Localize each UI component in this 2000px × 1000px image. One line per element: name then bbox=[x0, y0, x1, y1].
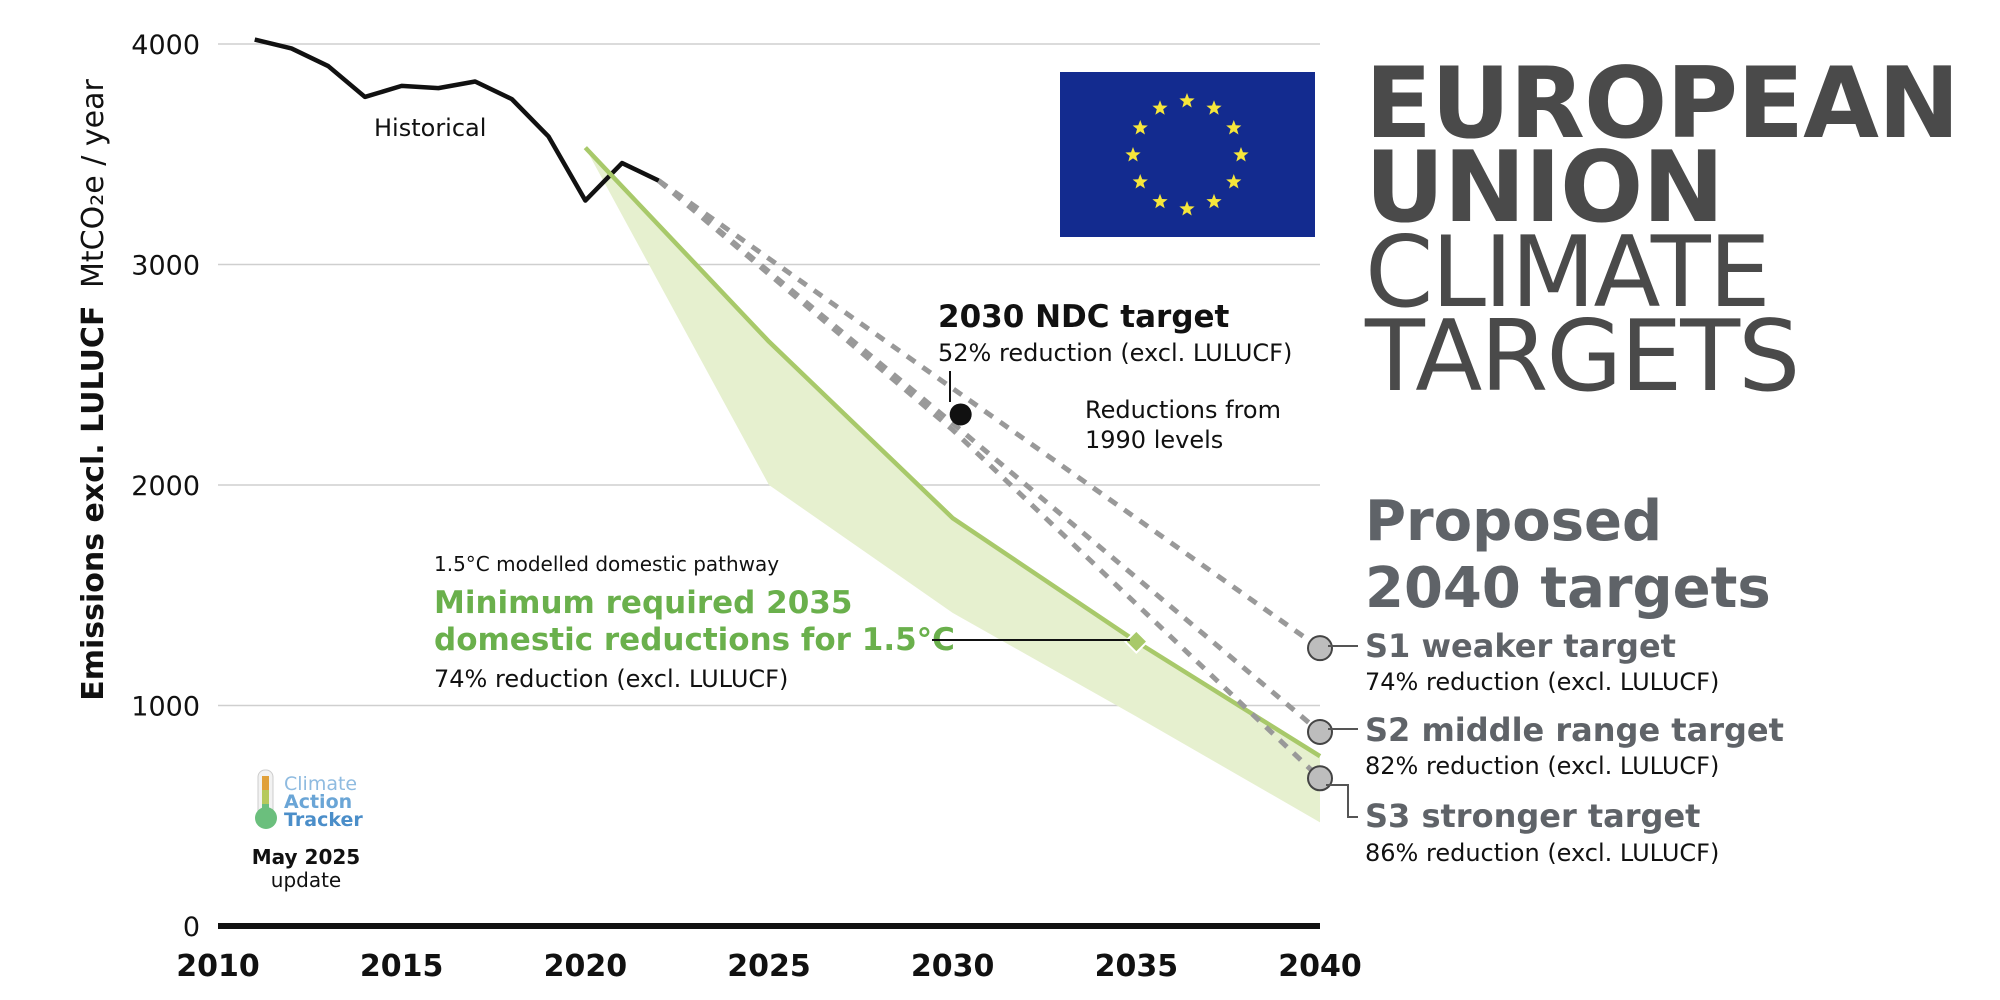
title-line3: CLIMATE bbox=[1365, 215, 1771, 330]
pathway-label: 1.5°C modelled domestic pathway bbox=[434, 552, 779, 576]
historical-label: Historical bbox=[374, 114, 486, 142]
star-icon bbox=[1152, 100, 1168, 115]
s2-target-line bbox=[657, 178, 1322, 734]
x-tick-label: 2040 bbox=[1278, 949, 1362, 984]
historical-line bbox=[254, 37, 660, 203]
ndc-target-point bbox=[949, 403, 972, 426]
s2-subtitle: 82% reduction (excl. LULUCF) bbox=[1365, 752, 1719, 780]
pathway-line bbox=[583, 146, 1322, 759]
thermometer-icon bbox=[255, 769, 277, 829]
ndc-title: 2030 NDC target bbox=[938, 299, 1230, 335]
ndc-subtitle: 52% reduction (excl. LULUCF) bbox=[938, 339, 1292, 367]
star-icon bbox=[1132, 174, 1148, 189]
y-tick-label: 0 bbox=[183, 912, 200, 943]
proposed-line1: Proposed bbox=[1365, 489, 1663, 554]
star-icon bbox=[1226, 120, 1242, 135]
y-tick-label: 1000 bbox=[131, 692, 200, 723]
title-line2: UNION bbox=[1365, 131, 1724, 246]
minimum-2035-point bbox=[1123, 629, 1149, 654]
x-tick-label: 2035 bbox=[1095, 949, 1179, 984]
climate-action-tracker-logo: Climate Action Tracker May 2025 update bbox=[252, 769, 363, 892]
reductions-note-line1: Reductions from bbox=[1085, 396, 1281, 424]
s2-target-point bbox=[1307, 718, 1333, 745]
logo-line3: Tracker bbox=[284, 809, 363, 831]
s3-target-point bbox=[1307, 765, 1333, 792]
y-tick-label: 2000 bbox=[131, 471, 200, 502]
eu-flag-icon bbox=[1060, 72, 1315, 237]
logo-update: update bbox=[271, 868, 341, 892]
s1-subtitle: 74% reduction (excl. LULUCF) bbox=[1365, 668, 1719, 696]
star-icon bbox=[1233, 147, 1249, 162]
x-tick-label: 2020 bbox=[544, 949, 628, 984]
s1-target-line bbox=[657, 178, 1322, 651]
star-icon bbox=[1206, 100, 1222, 115]
s1-title: S1 weaker target bbox=[1365, 627, 1676, 665]
x-tick-label: 2010 bbox=[176, 949, 260, 984]
star-icon bbox=[1179, 201, 1195, 216]
y-tick-label: 4000 bbox=[131, 30, 200, 61]
title-line1: EUROPEAN bbox=[1365, 47, 1960, 161]
logo-date: May 2025 bbox=[252, 845, 360, 869]
star-icon bbox=[1226, 174, 1242, 189]
y-tick-label: 3000 bbox=[131, 251, 200, 282]
s3-subtitle: 86% reduction (excl. LULUCF) bbox=[1365, 839, 1719, 867]
s1-target-point bbox=[1307, 635, 1333, 662]
x-tick-label: 2030 bbox=[911, 949, 995, 984]
x-tick-label: 2015 bbox=[360, 949, 444, 984]
star-icon bbox=[1132, 120, 1148, 135]
s3-target-line bbox=[657, 178, 1322, 781]
minimum-label-line1: Minimum required 2035 bbox=[434, 585, 852, 621]
reductions-note-line2: 1990 levels bbox=[1085, 426, 1223, 454]
minimum-subtitle: 74% reduction (excl. LULUCF) bbox=[434, 665, 788, 693]
page-title: EUROPEAN UNION CLIMATE TARGETS bbox=[1365, 47, 1960, 414]
logo-line1: Climate bbox=[284, 773, 357, 795]
s3-title: S3 stronger target bbox=[1365, 797, 1700, 835]
star-icon bbox=[1206, 193, 1222, 209]
logo-line2: Action bbox=[284, 791, 352, 813]
star-icon bbox=[1125, 147, 1141, 162]
s2-title: S2 middle range target bbox=[1365, 711, 1784, 749]
y-axis-label-bold: Emissions excl. LULUCF bbox=[76, 306, 111, 701]
minimum-label-line2: domestic reductions for 1.5°C bbox=[434, 622, 955, 658]
title-line4: TARGETS bbox=[1365, 299, 1800, 414]
star-icon bbox=[1179, 93, 1195, 108]
star-icon bbox=[1152, 193, 1168, 209]
x-tick-label: 2025 bbox=[727, 949, 811, 984]
y-axis-label: Emissions excl. LULUCF MtCO₂e / year bbox=[76, 79, 111, 701]
proposed-targets-heading: Proposed 2040 targets bbox=[1365, 488, 1771, 622]
proposed-line2: 2040 targets bbox=[1365, 556, 1771, 622]
y-axis-label-unit: MtCO₂e / year bbox=[76, 79, 111, 288]
data-points bbox=[949, 403, 1333, 792]
axes: 0 1000 2000 3000 4000 2010 2015 2020 2025 2030 203… bbox=[131, 30, 1361, 984]
series-lines bbox=[254, 37, 1322, 781]
s3-leader-line bbox=[1326, 784, 1358, 818]
